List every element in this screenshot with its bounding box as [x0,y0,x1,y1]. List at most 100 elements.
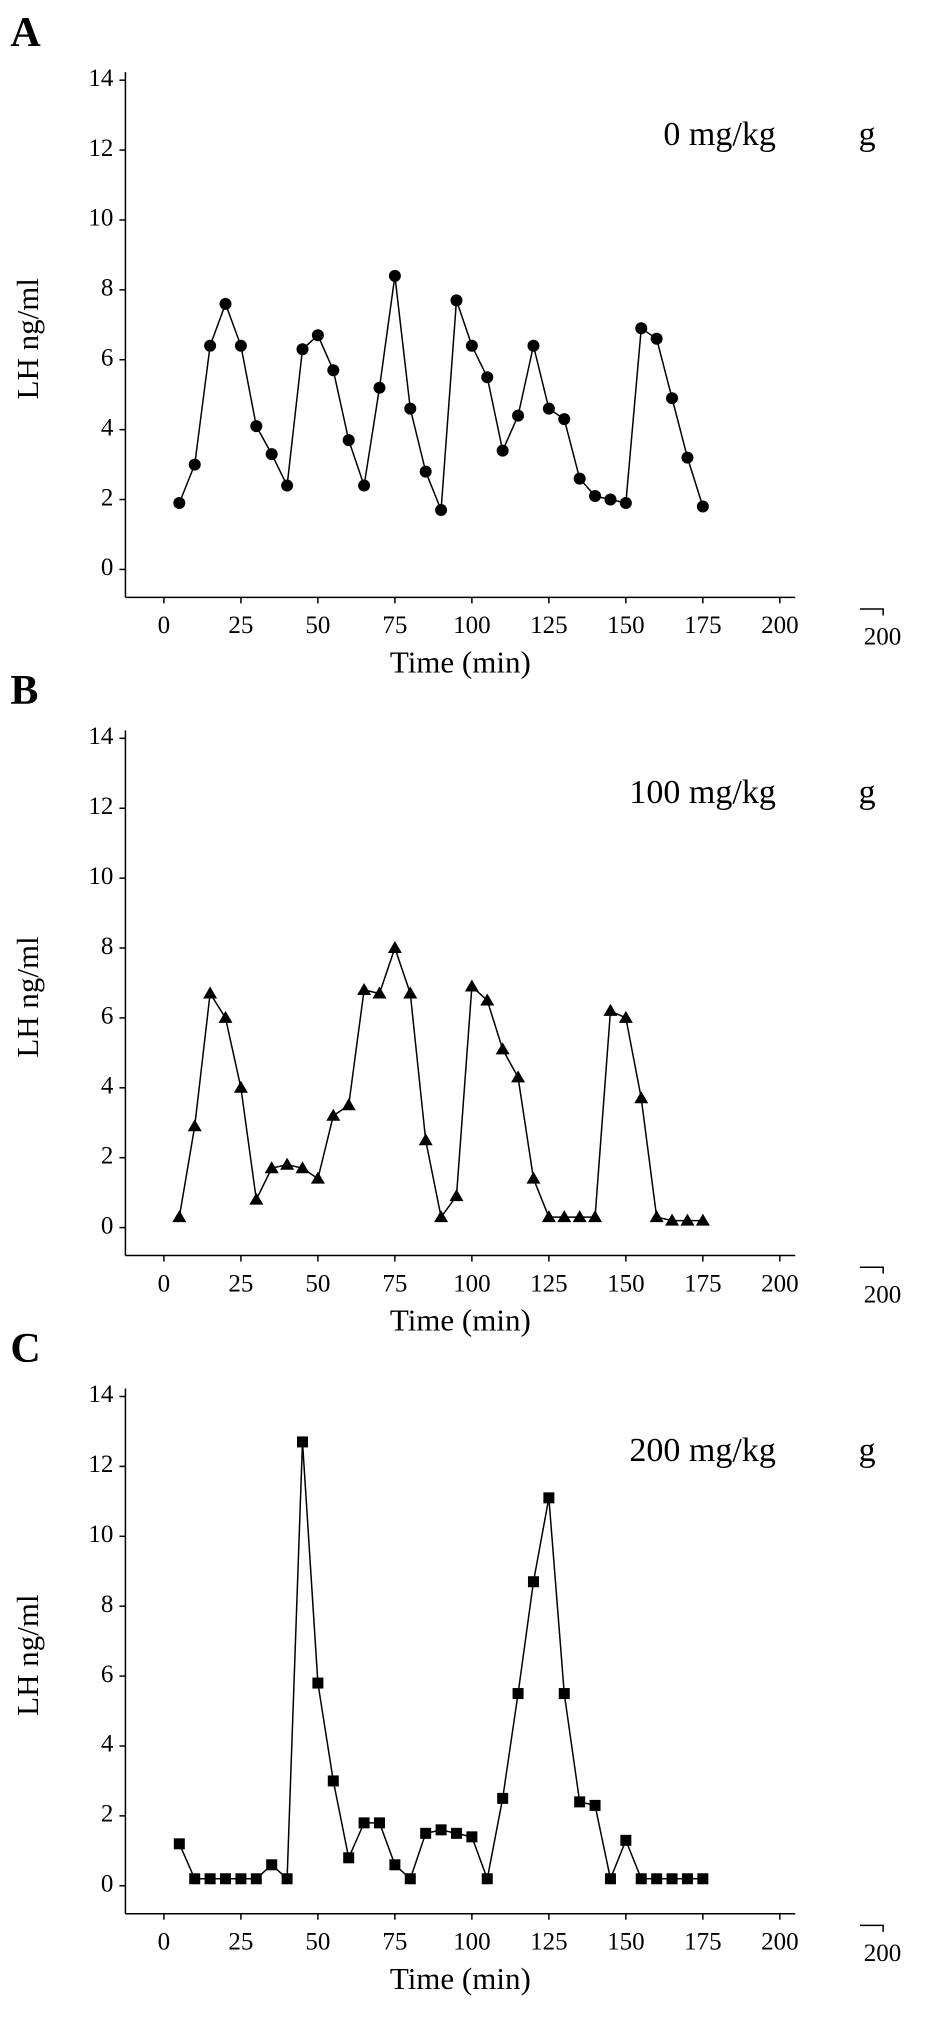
data-point [250,1873,262,1885]
data-point [449,1189,464,1202]
data-point [634,1091,649,1104]
data-point [527,1576,539,1588]
data-point [327,364,340,377]
x-tick-label: 175 [684,1928,722,1955]
y-tick-label: 10 [88,205,113,232]
data-point [466,1831,478,1843]
y-axis-label: LH ng/ml [10,1594,45,1715]
data-point [558,1688,570,1700]
y-tick-label: 14 [88,723,114,750]
data-point [526,1171,541,1184]
margin-text: 200 [864,1940,902,1967]
x-tick-label: 50 [305,1928,330,1955]
x-tick-label: 150 [607,1270,645,1297]
data-point [620,1834,632,1846]
data-point [419,465,432,478]
data-point [495,1042,510,1055]
y-tick-label: 14 [88,1381,114,1408]
data-point [342,434,355,447]
y-tick-label: 8 [101,933,114,960]
data-point [481,371,494,384]
data-point [310,1171,325,1184]
data-line [178,945,703,1222]
data-point [387,941,402,954]
x-tick-label: 125 [530,1270,568,1297]
data-point [218,1010,233,1023]
data-point [420,1827,432,1839]
panel-label: B [10,668,38,714]
y-tick-label: 4 [101,1073,114,1100]
data-line [178,275,704,511]
annotation: 100 mg/kg [629,774,775,811]
margin-text: 200 [864,624,902,651]
panel-label: C [10,1326,40,1372]
data-point [573,472,586,485]
y-tick-label: 8 [101,1591,114,1618]
data-point [373,381,386,394]
annotation: 0 mg/kg [663,116,775,153]
data-point [189,1873,201,1885]
x-tick-label: 25 [228,1270,253,1297]
x-tick-label: 100 [453,1928,491,1955]
data-point [434,1210,449,1223]
x-tick-label: 25 [228,612,253,639]
data-point [220,1873,232,1885]
annotation: 200 mg/kg [629,1432,775,1469]
data-point [173,497,186,510]
data-point [649,1210,664,1223]
data-point [681,451,694,464]
y-tick-label: 6 [101,1003,114,1030]
x-tick-label: 125 [530,612,568,639]
data-point [358,1817,370,1829]
data-point [265,448,278,461]
x-tick-label: 75 [382,612,407,639]
y-tick-label: 4 [101,1731,114,1758]
data-point [188,458,201,471]
x-axis-label: Time (min) [390,645,531,680]
data-point [635,322,648,335]
data-point [280,1157,295,1170]
x-tick-label: 125 [530,1928,568,1955]
x-tick-label: 0 [158,1270,171,1297]
margin-text: 200 [864,1282,902,1309]
data-point [450,1827,462,1839]
y-axis-label: LH ng/ml [10,936,45,1057]
data-point [341,1098,356,1111]
x-tick-label: 100 [453,1270,491,1297]
margin-text: g [859,1432,876,1469]
data-point [666,392,679,405]
data-point [480,993,495,1006]
data-point [281,479,294,492]
data-point [465,339,478,352]
data-point [558,413,571,426]
bracket [859,1924,884,1932]
data-point [187,1119,202,1132]
y-tick-label: 14 [88,65,114,92]
margin-text: g [859,774,876,811]
data-point [234,339,247,352]
data-point [481,1873,493,1885]
y-tick-label: 8 [101,275,114,302]
x-tick-label: 0 [158,1928,171,1955]
data-point [264,1161,279,1174]
data-line [178,1441,703,1882]
data-point [203,986,218,999]
y-axis-label: LH ng/ml [10,278,45,399]
y-tick-label: 0 [101,1870,114,1897]
y-tick-label: 0 [101,1212,114,1239]
y-tick-label: 2 [101,1142,114,1169]
x-tick-label: 175 [684,1270,722,1297]
data-point [204,339,217,352]
data-point [574,1796,586,1808]
data-point [311,329,324,342]
data-point [589,490,602,503]
x-tick-label: 200 [761,1270,799,1297]
y-tick-label: 2 [101,484,114,511]
data-point [618,1010,633,1023]
y-tick-label: 10 [88,863,113,890]
x-tick-label: 150 [607,612,645,639]
data-point [172,1210,187,1223]
data-point [204,1873,216,1885]
